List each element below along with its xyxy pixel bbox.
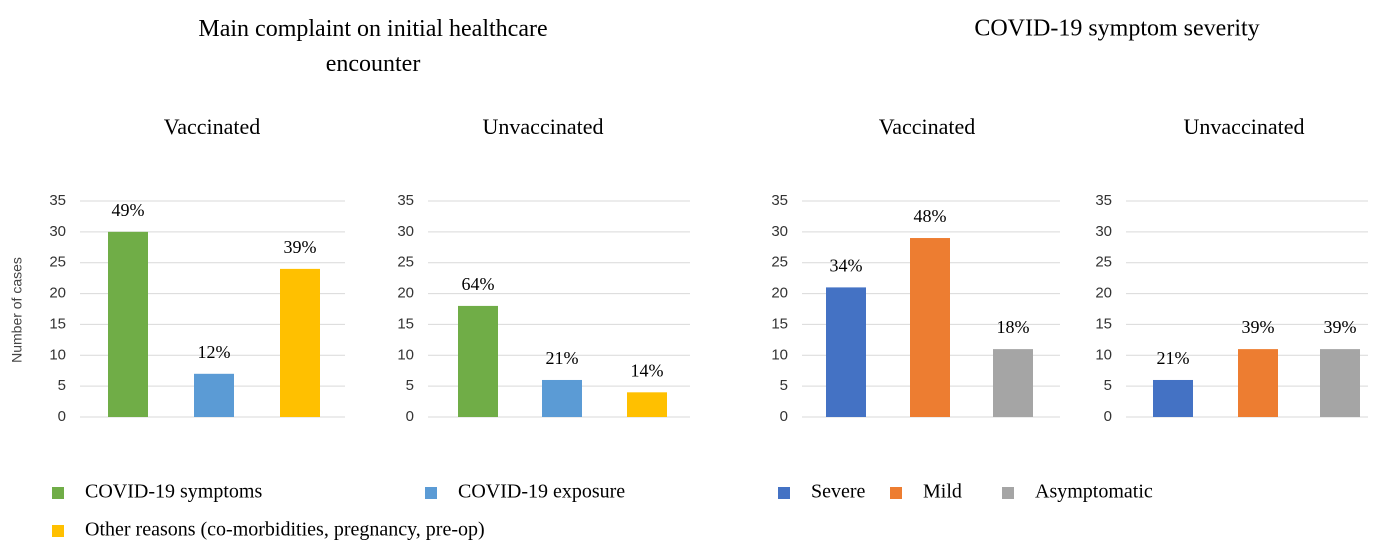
y-tick-label: 30 (49, 223, 66, 240)
bar (108, 231, 148, 417)
y-tick-label: 10 (49, 346, 66, 363)
bar (993, 349, 1033, 417)
y-tick-label: 30 (771, 223, 788, 240)
figure-title: COVID-19 symptom severity (974, 16, 1259, 42)
bar-label: 39% (1324, 317, 1357, 337)
bar (910, 238, 950, 417)
y-tick-label: 25 (771, 254, 788, 271)
legend-swatch (890, 487, 902, 499)
bar-label: 12% (198, 342, 231, 362)
legend-swatch (52, 487, 64, 499)
y-tick-label: 5 (1104, 377, 1112, 394)
y-tick-label: 35 (771, 192, 788, 209)
bar (280, 268, 320, 417)
bar-label: 48% (914, 206, 947, 226)
bar (1238, 349, 1278, 417)
legend-swatch (425, 487, 437, 499)
y-tick-label: 0 (780, 408, 788, 425)
legend-label: Other reasons (co-morbidities, pregnancy… (85, 519, 485, 541)
bar-label: 21% (546, 348, 579, 368)
y-tick-label: 10 (1095, 346, 1112, 363)
y-tick-label: 10 (771, 346, 788, 363)
y-tick-label: 15 (397, 315, 414, 332)
legend-label: COVID-19 exposure (458, 481, 625, 503)
y-tick-label: 30 (1095, 223, 1112, 240)
legend-label: COVID-19 symptoms (85, 481, 262, 503)
bar-label: 14% (631, 360, 664, 380)
y-axis-label: Number of cases (9, 257, 25, 363)
chart-title: Vaccinated (879, 114, 976, 139)
y-tick-label: 25 (397, 254, 414, 271)
y-tick-label: 10 (397, 346, 414, 363)
y-tick-label: 25 (1095, 254, 1112, 271)
legend-label: Asymptomatic (1035, 481, 1153, 503)
y-tick-label: 30 (397, 223, 414, 240)
bar (627, 392, 667, 417)
y-tick-label: 20 (49, 285, 66, 302)
y-tick-label: 0 (406, 408, 414, 425)
bar (826, 287, 866, 417)
bar (458, 305, 498, 417)
y-tick-label: 35 (397, 192, 414, 209)
y-tick-label: 15 (771, 315, 788, 332)
y-tick-label: 20 (771, 285, 788, 302)
y-tick-label: 35 (1095, 192, 1112, 209)
y-tick-label: 0 (58, 408, 66, 425)
y-tick-label: 5 (58, 377, 66, 394)
y-tick-label: 25 (49, 254, 66, 271)
bar-label: 34% (830, 256, 863, 276)
bar-label: 39% (1242, 317, 1275, 337)
y-tick-label: 0 (1104, 408, 1112, 425)
legend-label: Mild (923, 481, 962, 503)
y-tick-label: 20 (1095, 285, 1112, 302)
bar (194, 373, 234, 417)
bar-label: 64% (462, 274, 495, 294)
chart-title: Unvaccinated (483, 114, 604, 139)
bar-label: 49% (112, 200, 145, 220)
y-tick-label: 35 (49, 192, 66, 209)
bar-label: 18% (997, 317, 1030, 337)
bar-label: 39% (284, 237, 317, 257)
legend-swatch (1002, 487, 1014, 499)
bar (1320, 349, 1360, 417)
bar (1153, 379, 1193, 417)
legend-swatch (778, 487, 790, 499)
bar-label: 21% (1157, 348, 1190, 368)
y-tick-label: 15 (1095, 315, 1112, 332)
legend-label: Severe (811, 481, 866, 503)
y-tick-label: 20 (397, 285, 414, 302)
y-tick-label: 5 (780, 377, 788, 394)
y-tick-label: 5 (406, 377, 414, 394)
figure-title: Main complaint on initial healthcare enco… (198, 16, 547, 77)
y-tick-label: 15 (49, 315, 66, 332)
legend-swatch (52, 525, 64, 537)
chart-title: Unvaccinated (1184, 114, 1305, 139)
chart-title: Vaccinated (164, 114, 261, 139)
bar (542, 379, 582, 417)
